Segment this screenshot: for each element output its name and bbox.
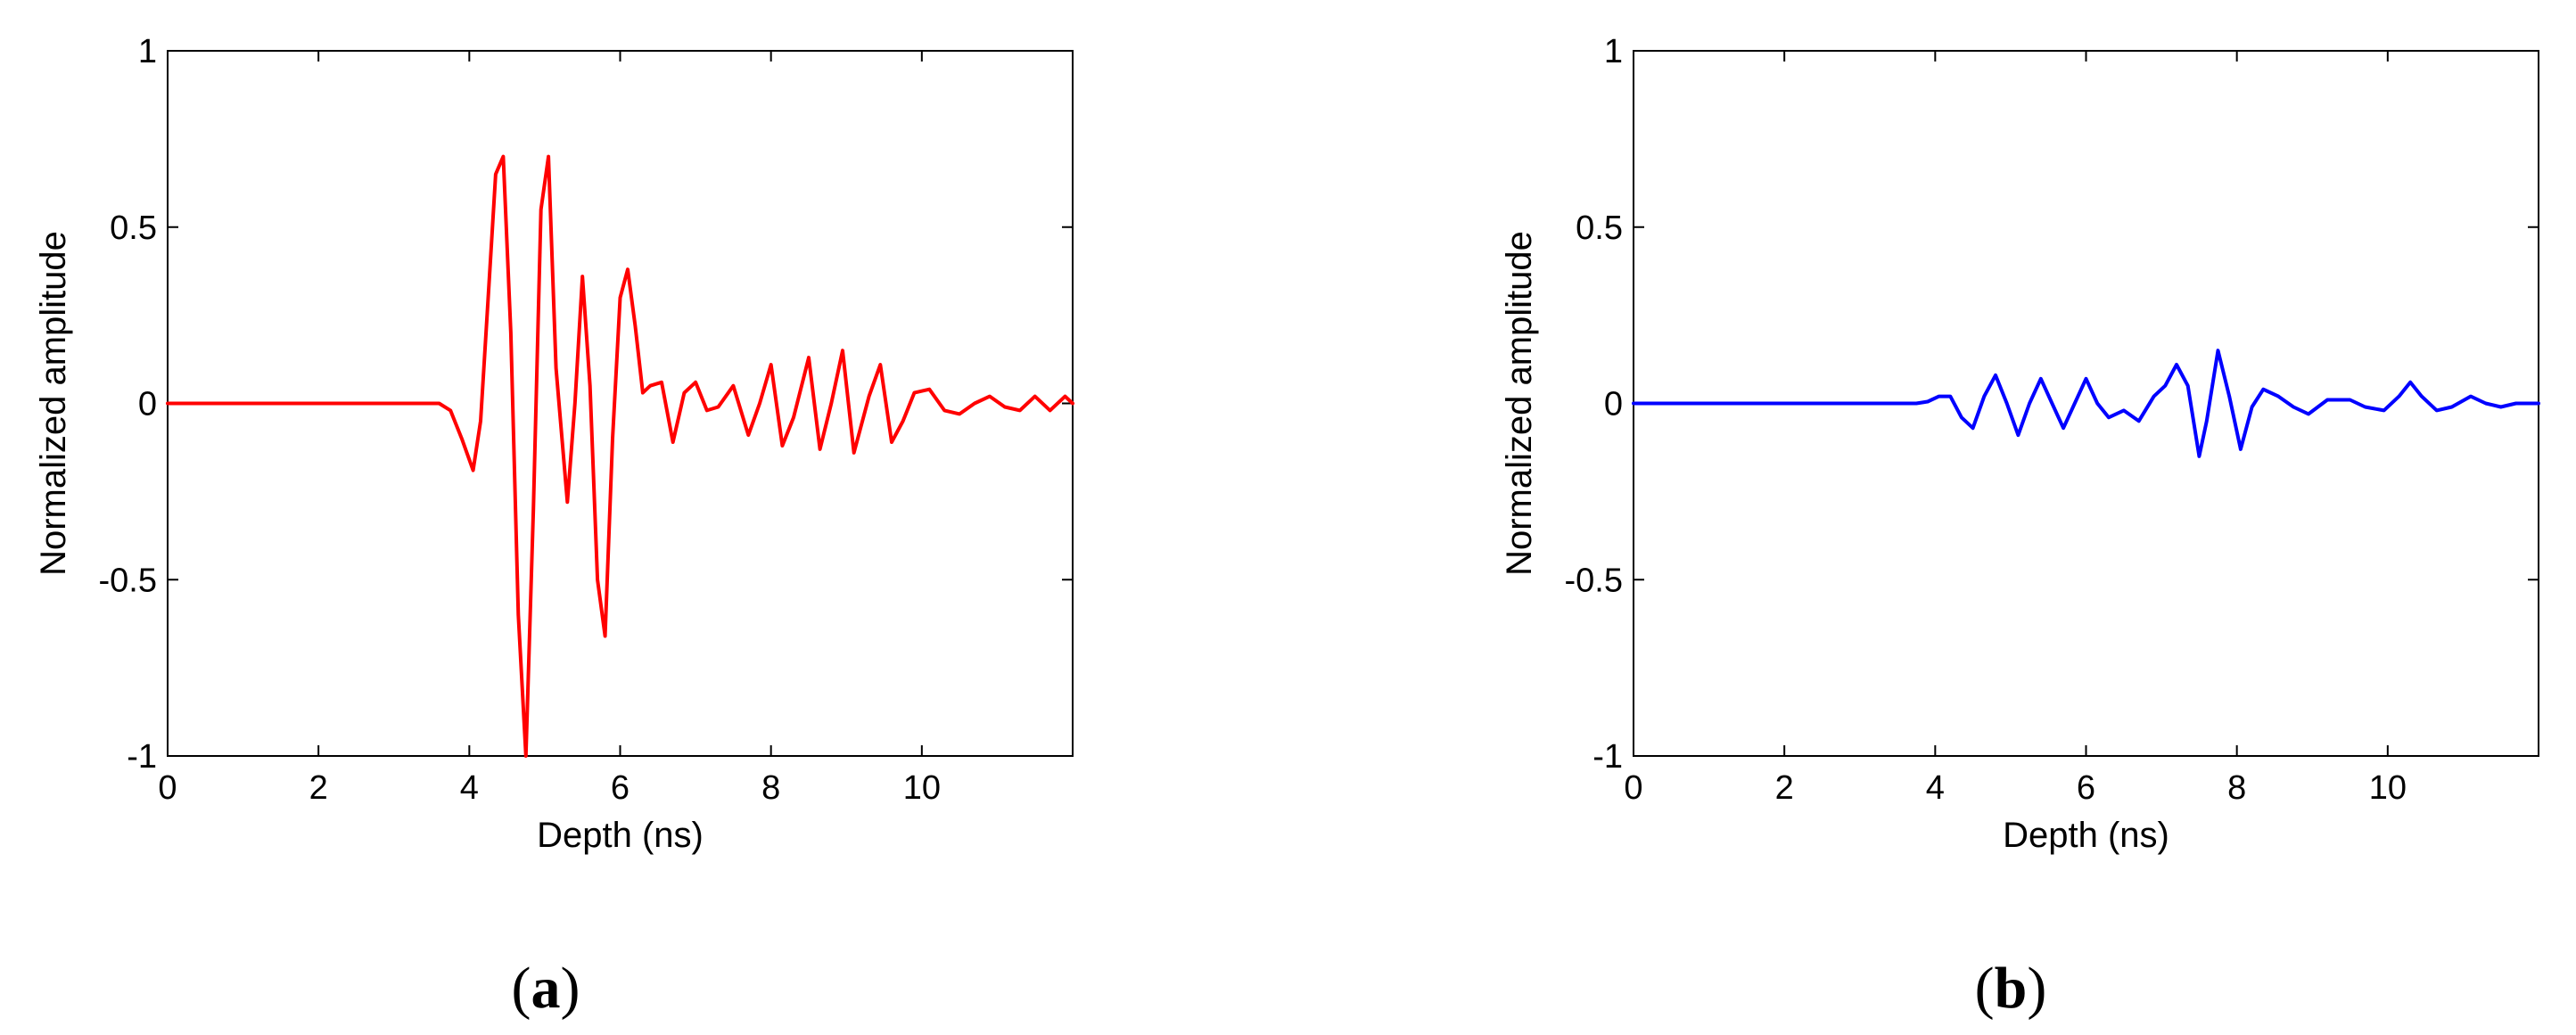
panel-label-b: (b)	[1975, 956, 2047, 1021]
x-tick-label: 8	[2227, 769, 2246, 807]
panel-label-a-letter: a	[531, 956, 561, 1021]
x-tick-label: 10	[2369, 769, 2407, 807]
x-tick-label: 8	[761, 769, 780, 807]
panel-label-a: (a)	[512, 956, 580, 1021]
x-tick-label: 0	[158, 769, 177, 807]
series-line-0	[1632, 349, 2540, 458]
y-tick-label: 0.5	[1576, 209, 1623, 247]
panel-label-b-open: (	[1975, 956, 1995, 1021]
panel-label-a-open: (	[512, 956, 531, 1021]
y-tick-label: 0	[138, 386, 157, 423]
x-tick-label: 4	[460, 769, 479, 807]
y-tick-label: -1	[127, 738, 157, 776]
x-tick-label: 6	[611, 769, 630, 807]
y-axis-label: Normalized amplitude	[1500, 231, 1539, 576]
x-tick-label: 0	[1624, 769, 1642, 807]
y-tick-label: -0.5	[1565, 562, 1623, 599]
x-tick-label: 6	[2077, 769, 2095, 807]
y-tick-label: -0.5	[99, 562, 157, 599]
x-axis-label: Depth (ns)	[537, 816, 704, 855]
y-tick-label: 1	[138, 33, 157, 70]
x-tick-label: 10	[903, 769, 941, 807]
chart-b: 0 2 4 6 8 10 -1 -0.5 0 0.5 1 Depth (ns) Normalized a…	[1500, 33, 2540, 855]
y-axis-label: Normalized amplitude	[34, 231, 73, 576]
y-tick-label: -1	[1593, 738, 1623, 776]
x-tick-label: 2	[1775, 769, 1794, 807]
panel-label-b-letter: b	[1995, 956, 2028, 1021]
x-tick-label: 2	[309, 769, 328, 807]
panel-label-a-close: )	[561, 956, 580, 1021]
x-axis-label: Depth (ns)	[2003, 816, 2169, 855]
y-tick-label: 1	[1604, 33, 1623, 70]
y-tick-label: 0.5	[110, 209, 157, 247]
x-tick-label: 4	[1926, 769, 1945, 807]
chart-a: 0 2 4 6 8 10 -1 -0.5 0 0.5 1 Depth (ns) Normalized a…	[34, 33, 1074, 855]
series-line-0	[166, 154, 1074, 758]
panel-label-b-close: )	[2027, 956, 2046, 1021]
y-tick-label: 0	[1604, 386, 1623, 423]
